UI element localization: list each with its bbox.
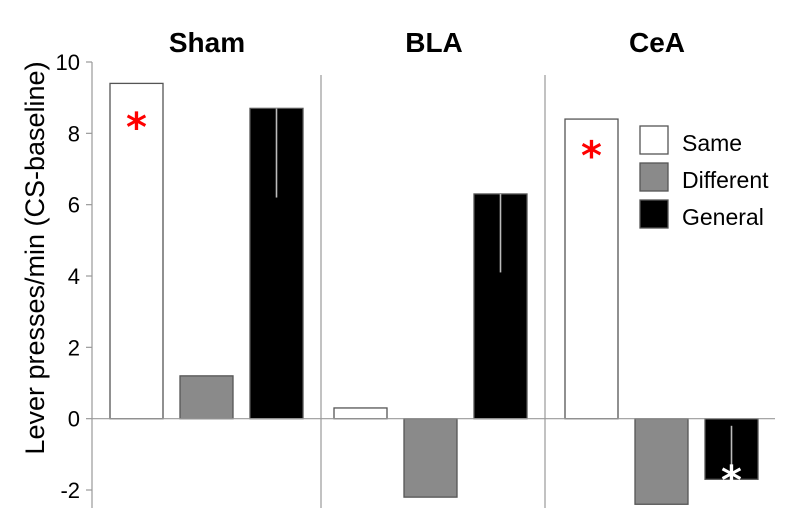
bar-cea-different bbox=[634, 418, 689, 505]
bar-cea-same bbox=[564, 118, 619, 420]
legend-swatch-different bbox=[639, 162, 669, 192]
y-tick-label: 4 bbox=[68, 264, 80, 289]
y-tick-label: 6 bbox=[68, 193, 80, 218]
significance-asterisk: * bbox=[721, 458, 742, 504]
bar-sham-different bbox=[179, 375, 234, 420]
bar-bla-different bbox=[403, 418, 458, 498]
significance-asterisk: * bbox=[126, 105, 147, 151]
bar-sham-same bbox=[109, 82, 164, 420]
y-tick-label: -2 bbox=[60, 478, 80, 503]
y-axis-label: Lever presses/min (CS-baseline) bbox=[20, 61, 50, 454]
group-title-cea: CeA bbox=[629, 27, 685, 58]
group-title-bla: BLA bbox=[405, 27, 463, 58]
significance-asterisk: * bbox=[581, 134, 602, 180]
legend-label-different: Different bbox=[682, 167, 769, 193]
y-tick-label: 10 bbox=[56, 50, 80, 75]
group-title-sham: Sham bbox=[169, 27, 245, 58]
legend-label-same: Same bbox=[682, 130, 742, 156]
legend-swatch-general bbox=[639, 199, 669, 229]
bar-bla-same bbox=[333, 407, 388, 420]
y-tick-label: 2 bbox=[68, 335, 80, 360]
y-tick-label: 8 bbox=[68, 121, 80, 146]
legend-swatch-same bbox=[639, 125, 669, 155]
legend-label-general: General bbox=[682, 204, 764, 230]
y-tick-label: 0 bbox=[68, 407, 80, 432]
